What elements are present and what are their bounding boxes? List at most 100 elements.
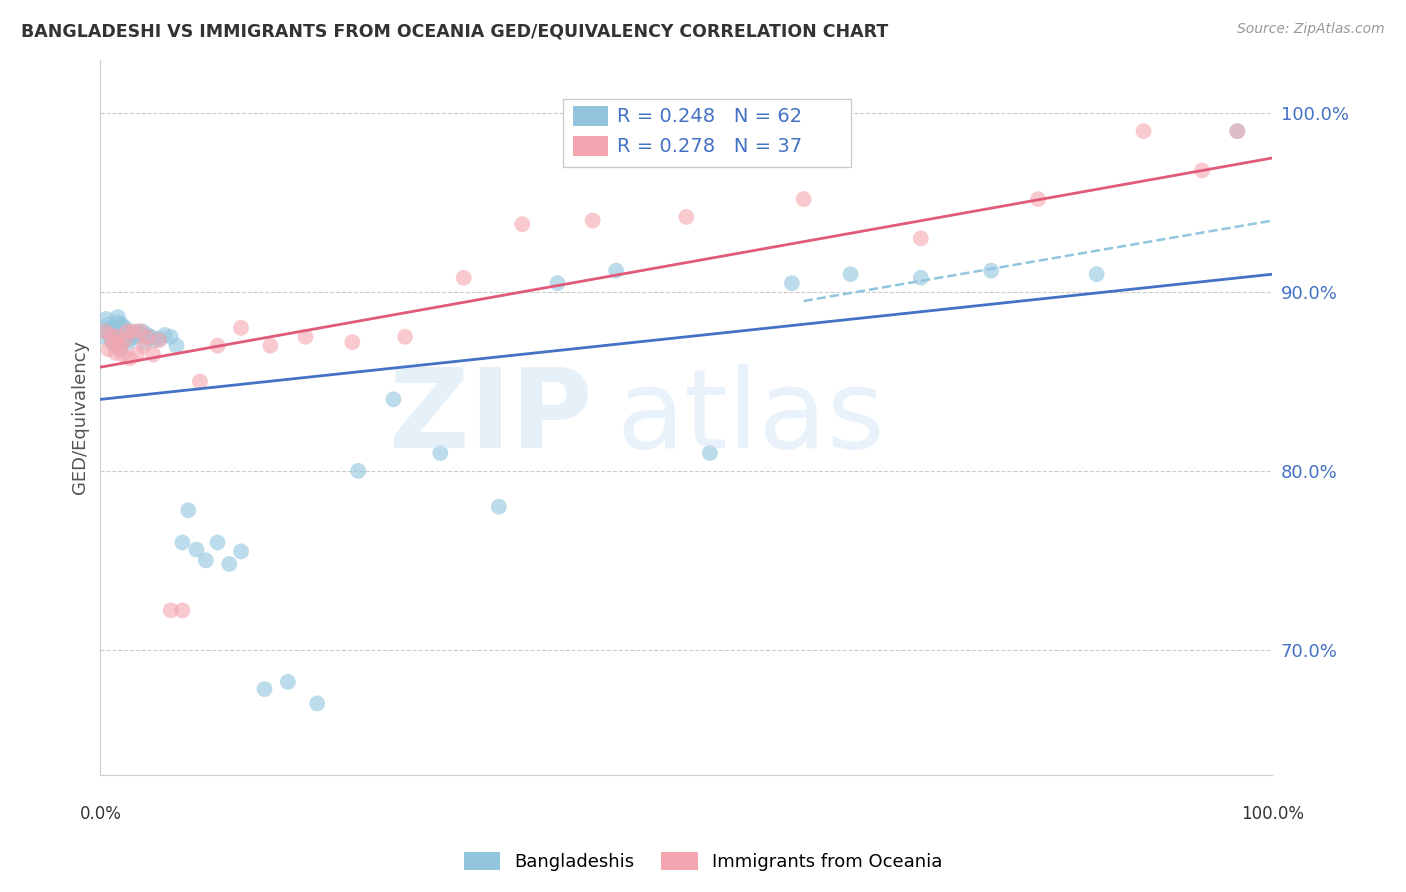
Point (107, 330, 129, 344)
Point (103, 335, 125, 350)
Point (148, 334, 170, 348)
Point (134, 335, 156, 350)
Point (229, 544, 252, 558)
Point (117, 325, 139, 339)
Point (229, 321, 252, 335)
Point (253, 682, 276, 697)
Point (207, 535, 229, 549)
Point (117, 335, 139, 350)
Point (1226, 124, 1249, 138)
Point (110, 318, 132, 332)
Point (104, 346, 127, 360)
Text: R = 0.278   N = 37: R = 0.278 N = 37 (617, 137, 803, 156)
Text: BANGLADESHI VS IMMIGRANTS FROM OCEANIA GED/EQUIVALENCY CORRELATION CHART: BANGLADESHI VS IMMIGRANTS FROM OCEANIA G… (21, 22, 889, 40)
Point (582, 213, 605, 227)
Text: 0.0%: 0.0% (79, 805, 121, 823)
Point (108, 326, 131, 341)
Point (159, 603, 181, 617)
Point (100, 328, 122, 343)
Point (429, 446, 451, 460)
Point (172, 535, 194, 549)
Point (105, 328, 128, 343)
Point (136, 330, 159, 344)
Text: atlas: atlas (616, 364, 884, 471)
Point (129, 325, 152, 339)
Point (98, 328, 121, 343)
Point (177, 503, 200, 517)
Point (111, 328, 134, 343)
Point (1132, 124, 1154, 138)
Point (129, 328, 152, 343)
Point (699, 446, 721, 460)
Point (112, 334, 135, 348)
Point (394, 330, 416, 344)
FancyBboxPatch shape (572, 106, 607, 126)
Legend: Bangladeshis, Immigrants from Oceania: Bangladeshis, Immigrants from Oceania (457, 845, 949, 879)
Point (259, 339, 281, 353)
Point (110, 339, 132, 353)
Point (131, 325, 153, 339)
Text: R = 0.248   N = 62: R = 0.248 N = 62 (617, 107, 803, 127)
Point (103, 332, 125, 346)
Point (103, 326, 125, 341)
Point (94, 325, 117, 339)
Point (347, 464, 370, 478)
Point (100, 321, 122, 335)
Point (547, 276, 569, 290)
Point (1026, 192, 1049, 206)
Point (1226, 124, 1249, 138)
Point (114, 321, 136, 335)
FancyBboxPatch shape (564, 99, 851, 167)
Point (110, 330, 132, 344)
Point (980, 263, 1002, 277)
Point (110, 343, 132, 357)
Point (294, 330, 316, 344)
Point (127, 325, 149, 339)
Point (166, 339, 188, 353)
Point (218, 557, 240, 571)
Point (1191, 163, 1213, 178)
Point (101, 335, 124, 350)
Point (143, 334, 166, 348)
Point (207, 339, 229, 353)
Point (277, 674, 299, 689)
Point (111, 348, 134, 362)
Y-axis label: GED/Equivalency: GED/Equivalency (72, 340, 89, 494)
Point (159, 330, 181, 344)
Point (132, 339, 155, 353)
Point (122, 328, 145, 343)
Point (115, 326, 138, 341)
Point (153, 328, 176, 343)
Point (107, 310, 129, 325)
Point (125, 348, 148, 362)
Point (453, 270, 475, 285)
Point (382, 392, 405, 407)
Point (605, 263, 627, 277)
Point (142, 348, 165, 362)
Point (839, 267, 862, 281)
Point (488, 500, 510, 514)
Point (307, 697, 329, 711)
Point (122, 325, 145, 339)
Point (107, 316, 129, 330)
Point (120, 332, 142, 346)
Point (118, 330, 141, 344)
Point (675, 210, 697, 224)
Point (186, 542, 208, 557)
Point (910, 231, 932, 245)
Point (148, 332, 170, 346)
Text: ZIP: ZIP (389, 364, 593, 471)
Point (118, 351, 141, 366)
Point (780, 276, 803, 290)
Point (188, 375, 211, 389)
Point (793, 192, 815, 206)
Point (139, 330, 162, 344)
Point (1085, 267, 1108, 281)
Point (97, 343, 120, 357)
Point (97, 318, 120, 332)
Point (104, 339, 127, 353)
Point (194, 553, 217, 567)
Point (910, 270, 932, 285)
Point (124, 326, 146, 341)
Text: Source: ZipAtlas.com: Source: ZipAtlas.com (1237, 22, 1385, 37)
